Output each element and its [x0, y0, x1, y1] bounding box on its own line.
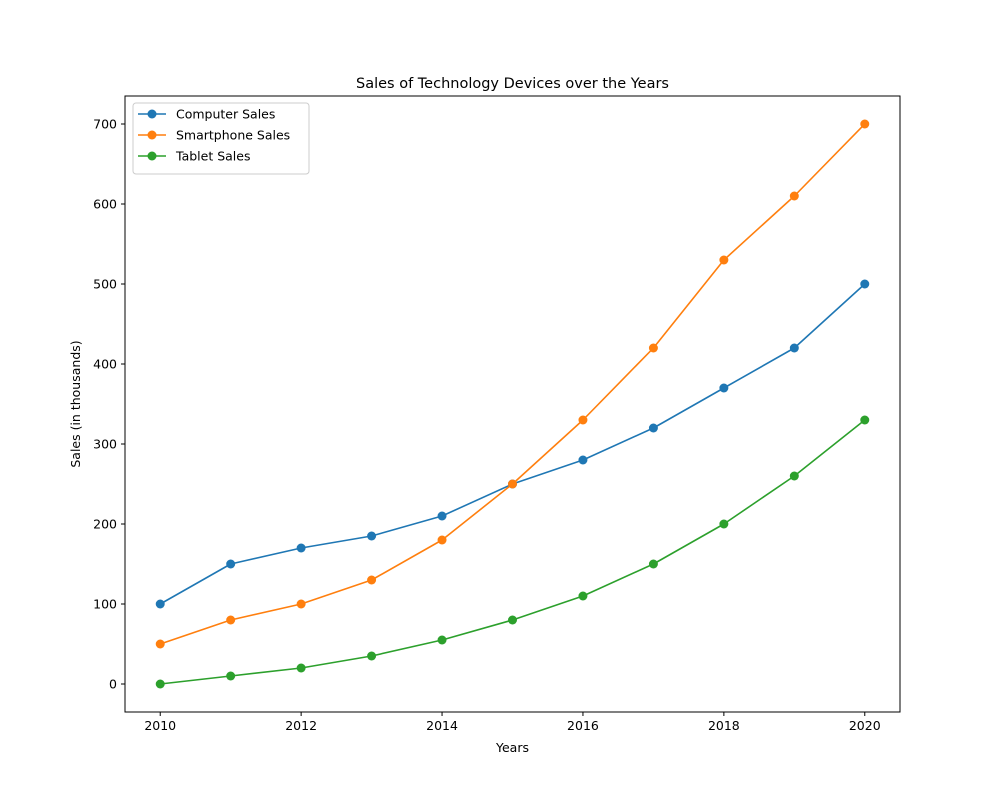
- x-tick-label-2018: 2018: [708, 718, 740, 733]
- point-tablet-sales-2020: [860, 415, 870, 425]
- point-tablet-sales-2012: [296, 663, 306, 673]
- x-tick-label-2010: 2010: [144, 718, 176, 733]
- point-smartphone-sales-2012: [296, 599, 306, 609]
- point-smartphone-sales-2018: [719, 255, 729, 265]
- point-computer-sales-2014: [437, 511, 447, 521]
- y-axis: 0 100 200 300 400 500 600 700: [93, 117, 125, 692]
- point-smartphone-sales-2020: [860, 119, 870, 129]
- point-computer-sales-2010: [155, 599, 165, 609]
- y-tick-label-500: 500: [93, 277, 117, 292]
- x-tick-label-2014: 2014: [426, 718, 458, 733]
- point-smartphone-sales-2011: [226, 615, 236, 625]
- point-tablet-sales-2011: [226, 671, 236, 681]
- point-computer-sales-2017: [648, 423, 658, 433]
- point-tablet-sales-2016: [578, 591, 588, 601]
- x-tick-label-2020: 2020: [849, 718, 881, 733]
- plot-frame: [124, 95, 901, 713]
- point-tablet-sales-2018: [719, 519, 729, 529]
- series-tablet-sales: [155, 415, 870, 689]
- y-tick-label-0: 0: [109, 677, 117, 692]
- point-smartphone-sales-2014: [437, 535, 447, 545]
- point-tablet-sales-2015: [508, 615, 517, 625]
- legend-marker-tablet-sales: [147, 151, 157, 161]
- y-tick-label-300: 300: [93, 437, 117, 452]
- legend-label-computer-sales: Computer Sales: [176, 107, 275, 122]
- y-tick-label-700: 700: [93, 117, 117, 132]
- point-tablet-sales-2014: [437, 635, 447, 645]
- point-computer-sales-2019: [789, 343, 799, 353]
- series-smartphone-sales: [155, 119, 870, 649]
- legend-marker-smartphone-sales: [147, 130, 157, 140]
- legend-label-smartphone-sales: Smartphone Sales: [176, 128, 290, 143]
- point-computer-sales-2020: [860, 279, 870, 289]
- y-axis-label: Sales (in thousands): [68, 340, 83, 467]
- y-tick-label-400: 400: [93, 357, 117, 372]
- x-axis-label: Years: [495, 740, 529, 755]
- y-tick-label-200: 200: [93, 517, 117, 532]
- point-smartphone-sales-2015: [508, 479, 517, 489]
- point-smartphone-sales-2010: [155, 639, 165, 649]
- x-axis: 2010 2012 2014 2016 2018 2020: [144, 712, 881, 733]
- legend-marker-computer-sales: [147, 109, 157, 119]
- point-computer-sales-2011: [226, 559, 236, 569]
- y-tick-label-600: 600: [93, 197, 117, 212]
- point-tablet-sales-2019: [789, 471, 799, 481]
- point-computer-sales-2013: [367, 531, 377, 541]
- point-computer-sales-2016: [578, 455, 588, 465]
- legend: Computer Sales Smartphone Sales Tablet Sal…: [132, 102, 310, 175]
- series-layer: [155, 119, 870, 689]
- x-tick-label-2016: 2016: [567, 718, 599, 733]
- point-smartphone-sales-2013: [367, 575, 377, 585]
- chart-title: Sales of Technology Devices over the Yea…: [356, 76, 669, 92]
- x-tick-label-2012: 2012: [285, 718, 317, 733]
- point-tablet-sales-2017: [648, 559, 658, 569]
- point-smartphone-sales-2016: [578, 415, 588, 425]
- point-tablet-sales-2013: [367, 651, 377, 661]
- point-smartphone-sales-2019: [789, 191, 799, 201]
- y-tick-label-100: 100: [93, 597, 117, 612]
- legend-label-tablet-sales: Tablet Sales: [175, 149, 250, 164]
- point-smartphone-sales-2017: [648, 343, 658, 353]
- point-tablet-sales-2010: [155, 679, 165, 689]
- point-computer-sales-2018: [719, 383, 729, 393]
- legend-box: [132, 102, 310, 175]
- point-computer-sales-2012: [296, 543, 306, 553]
